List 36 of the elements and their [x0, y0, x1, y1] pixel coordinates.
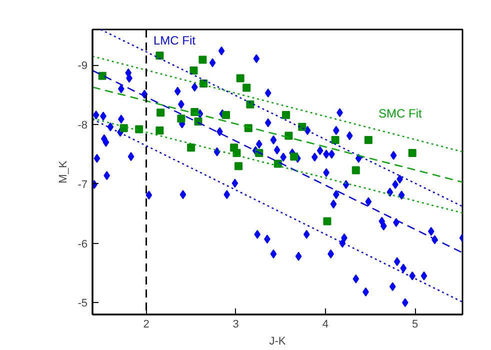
- x-tick-label: 4: [322, 318, 328, 330]
- point: [120, 124, 128, 132]
- point: [198, 56, 207, 64]
- point: [156, 52, 164, 60]
- point: [234, 162, 243, 170]
- point: [364, 136, 372, 144]
- point: [246, 100, 254, 108]
- text: SMC Fit: [378, 106, 422, 120]
- point: [331, 136, 340, 144]
- text: LMC Fit: [154, 34, 196, 48]
- y-tick-label: -5: [78, 298, 88, 310]
- y-tick-label: -6: [78, 238, 88, 250]
- point: [190, 66, 198, 74]
- x-tick-label: 3: [232, 318, 239, 330]
- x-tick-label: 5: [412, 318, 418, 330]
- y-tick-label: -8: [78, 120, 88, 132]
- x-axis-title: J-K: [269, 336, 286, 348]
- point: [242, 84, 251, 92]
- point: [282, 111, 290, 119]
- y-tick-label: -9: [78, 60, 88, 72]
- point: [222, 111, 230, 119]
- point: [323, 217, 332, 226]
- x-tick-label: 2: [143, 318, 150, 330]
- point: [135, 125, 144, 134]
- y-tick-label: -7: [78, 178, 88, 191]
- point: [236, 74, 244, 82]
- y-axis-title: M_K: [58, 160, 70, 184]
- point: [177, 114, 186, 123]
- point: [408, 149, 416, 157]
- point: [156, 108, 165, 117]
- point: [352, 166, 360, 174]
- point: [98, 72, 106, 80]
- point: [290, 152, 298, 161]
- point: [187, 144, 196, 152]
- point: [298, 122, 306, 131]
- point: [156, 126, 164, 134]
